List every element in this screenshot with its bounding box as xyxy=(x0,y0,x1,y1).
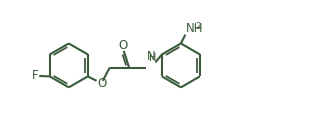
Text: O: O xyxy=(118,39,128,52)
Text: H: H xyxy=(149,53,156,63)
Text: NH: NH xyxy=(186,22,203,35)
Text: F: F xyxy=(32,69,38,82)
Text: N: N xyxy=(147,50,156,63)
Text: O: O xyxy=(97,77,107,90)
Text: 2: 2 xyxy=(195,22,201,31)
